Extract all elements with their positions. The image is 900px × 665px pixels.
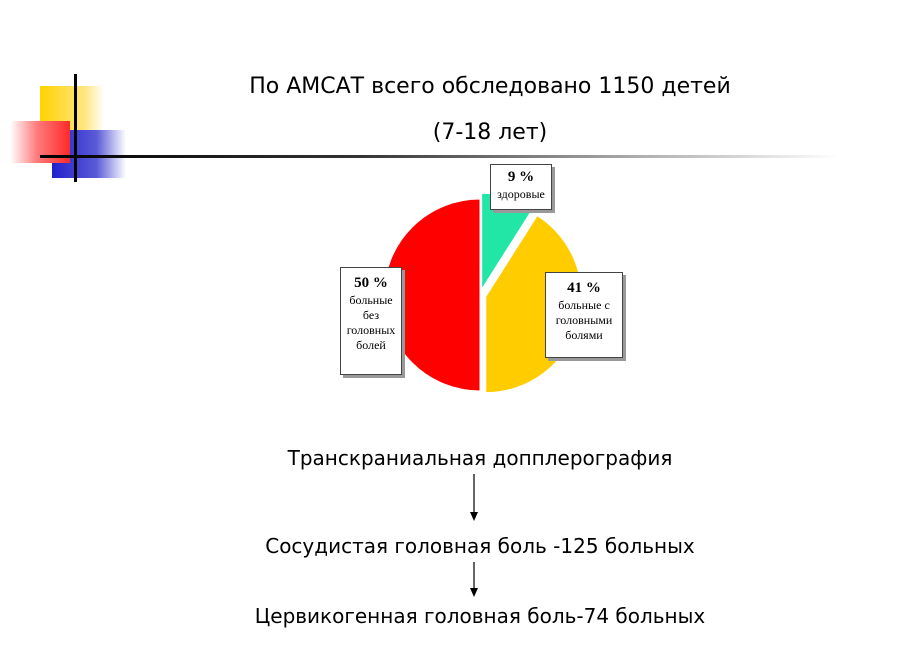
page-title: По АМСАТ всего обследовано 1150 детей <box>249 74 731 99</box>
flow-step-doppler: Транскраниальная допплерография <box>287 446 673 470</box>
arrow-down-icon <box>470 562 478 597</box>
label-headache: 41 % больные с головными болями <box>545 272 623 358</box>
label-healthy-pct: 9 % <box>507 169 535 185</box>
label-headache-pct: 41 % <box>567 280 601 296</box>
arrow-down-icon <box>470 474 478 521</box>
flow-step-cervicogenic: Цервикогенная головная боль-74 больных <box>254 604 706 628</box>
label-headache-line2: головными <box>555 312 613 327</box>
label-headache-line3: болями <box>565 327 603 342</box>
title-divider <box>40 155 840 158</box>
decor-vertical-line <box>74 74 77 182</box>
label-healthy: 9 % здоровые <box>490 164 552 210</box>
label-headache-line1: больные с <box>558 297 610 312</box>
flow-step-vascular: Сосудистая головная боль -125 больных <box>265 534 695 558</box>
label-noheadache-line4: болей <box>356 337 386 352</box>
label-noheadache-line2: без <box>362 307 380 322</box>
page-subtitle: (7-18 лет) <box>432 120 548 145</box>
label-healthy-text: здоровые <box>497 186 545 201</box>
label-noheadache: 50 % больные без головных болей <box>340 267 402 375</box>
label-noheadache-line1: больные <box>349 292 393 307</box>
label-noheadache-line3: головных <box>346 322 396 337</box>
label-noheadache-pct: 50 % <box>354 275 388 291</box>
